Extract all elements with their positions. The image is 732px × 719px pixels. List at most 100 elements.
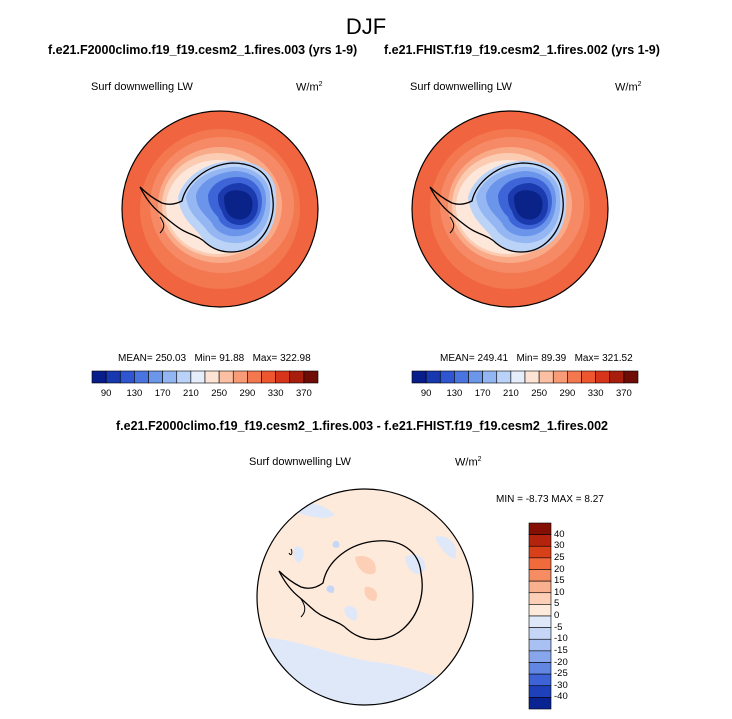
panel2-colorbar-swatch (609, 370, 625, 384)
diff-colorbar-tick-label: 25 (554, 551, 565, 563)
diff-colorbar-swatch (528, 638, 552, 652)
panel2-colorbar-tick-label: 370 (615, 388, 632, 399)
panel1-units: W/m2 (296, 81, 323, 94)
panel1-colorbar-swatch (204, 370, 220, 384)
panel1-colorbar-swatch (134, 370, 149, 384)
diff-colorbar-swatch (528, 615, 552, 628)
panel1-colorbar-swatch (247, 370, 262, 384)
diff-colorbar-swatch (528, 627, 552, 640)
panel2-colorbar-tick-label: 170 (474, 388, 491, 399)
diff-variable: Surf downwelling LW (249, 456, 351, 468)
panel1-colorbar (91, 370, 319, 384)
panel1-stats: MEAN= 250.03 Min= 91.88 Max= 322.98 (118, 353, 311, 364)
diff-colorbar-swatch (528, 604, 552, 617)
panel2-colorbar-swatch (623, 370, 639, 384)
panel2-colorbar-swatch (510, 370, 526, 384)
diff-colorbar-swatch (528, 662, 552, 675)
diff-colorbar-tick-label: 0 (554, 610, 560, 621)
panel2-colorbar-tick-label: 290 (559, 388, 576, 399)
panel1-colorbar-swatch (105, 370, 121, 384)
panel1-colorbar-tick-label: 90 (100, 388, 112, 399)
diff-colorbar-tick-label: 5 (554, 598, 560, 610)
panel2-colorbar-swatch (552, 370, 568, 384)
panel2-colorbar-tick-label: 210 (502, 388, 519, 399)
diff-colorbar-swatch (528, 569, 552, 582)
panel2-colorbar-swatch (482, 370, 498, 384)
panel1-title: f.e21.F2000climo.f19_f19.cesm2_1.fires.0… (48, 43, 358, 57)
diff-colorbar-tick-label: 30 (554, 540, 565, 552)
diff-colorbar-tick-label: -5 (554, 621, 563, 633)
diff-colorbar-tick-label: -15 (554, 644, 568, 656)
diff-colorbar-swatch (528, 650, 552, 663)
panel1-colorbar-swatch (148, 370, 163, 384)
diff-colorbar-tick-label: 40 (554, 528, 565, 540)
panel1-map (121, 110, 319, 308)
diff-colorbar (528, 522, 552, 710)
diff-colorbar-tick-label: -10 (554, 633, 568, 645)
season-title: DJF (345, 14, 387, 39)
panel2-colorbar-swatch (439, 370, 455, 384)
diff-colorbar-tick-label: -25 (554, 668, 568, 680)
panel1-colorbar-tick-label: 170 (154, 388, 171, 399)
panel2-variable: Surf downwelling LW (410, 81, 512, 93)
panel1-colorbar-tick-label: 130 (126, 388, 143, 399)
diff-colorbar-tick-label: -40 (554, 691, 568, 703)
diff-title: f.e21.F2000climo.f19_f19.cesm2_1.fires.0… (116, 419, 608, 433)
diff-colorbar-swatch (528, 685, 552, 698)
diff-colorbar-tick-label: 20 (554, 563, 565, 575)
panel2-stats: MEAN= 249.41 Min= 89.39 Max= 321.52 (440, 353, 633, 364)
diff-colorbar-tick-label: -20 (554, 656, 568, 668)
diff-colorbar-tick-label: 15 (554, 575, 565, 587)
panel2-colorbar-tick-label: 330 (587, 388, 604, 399)
diff-map (256, 488, 474, 706)
diff-colorbar-tick-label: 10 (554, 586, 565, 598)
panel2-units: W/m2 (615, 81, 642, 94)
panel2-title: f.e21.FHIST.f19_f19.cesm2_1.fires.002 (y… (384, 43, 660, 57)
panel1-colorbar-ticks: 90 130 170 210 250 290 330 370 (92, 388, 318, 402)
panel2-colorbar-swatch (468, 370, 483, 384)
panel1-colorbar-swatch (289, 370, 305, 384)
diff-units: W/m2 (455, 456, 482, 469)
panel2-colorbar-tick-label: 90 (420, 388, 432, 399)
diff-range: MIN = -8.73 MAX = 8.27 (496, 494, 604, 505)
panel1-colorbar-swatch (275, 370, 291, 384)
panel2-colorbar-tick-label: 250 (531, 388, 548, 399)
diff-colorbar-ticks: 40 30 25 20 15 10 5 0 -5 -10 -15 -20 -25 -30 -40 (554, 523, 594, 709)
panel1-colorbar-swatch (232, 370, 248, 384)
diff-colorbar-swatch (528, 545, 552, 559)
panel1-colorbar-swatch (162, 370, 178, 384)
panel1-colorbar-swatch (303, 370, 319, 384)
panel2-colorbar-swatch (411, 370, 427, 384)
panel1-colorbar-swatch (190, 370, 206, 384)
panel1-colorbar-swatch (176, 370, 192, 384)
panel1-colorbar-swatch (119, 370, 135, 384)
panel2-colorbar-swatch (595, 370, 611, 384)
panel1-colorbar-tick-label: 370 (295, 388, 312, 399)
panel2-colorbar-swatch (454, 370, 469, 384)
panel2-colorbar-swatch (425, 370, 441, 384)
panel2-colorbar-ticks: 90 130 170 210 250 290 330 370 (412, 388, 638, 402)
panel2-colorbar-swatch (496, 370, 512, 384)
panel1-colorbar-tick-label: 210 (182, 388, 199, 399)
panel2-colorbar-swatch (524, 370, 540, 384)
diff-colorbar-swatch (528, 697, 552, 710)
panel2-colorbar-swatch (567, 370, 582, 384)
panel1-colorbar-tick-label: 250 (211, 388, 228, 399)
diff-colorbar-swatch (528, 580, 552, 594)
panel2-colorbar-swatch (581, 370, 596, 384)
panel1-colorbar-tick-label: 330 (267, 388, 284, 399)
panel2-colorbar-swatch (538, 370, 554, 384)
panel1-colorbar-swatch (218, 370, 234, 384)
panel1-colorbar-swatch (261, 370, 276, 384)
diff-colorbar-tick-label: -30 (554, 679, 568, 691)
panel1-colorbar-tick-label: 290 (239, 388, 256, 399)
panel1-colorbar-swatch (91, 370, 107, 384)
diff-colorbar-swatch (528, 592, 552, 605)
diff-colorbar-swatch (528, 522, 552, 535)
panel1-variable: Surf downwelling LW (91, 81, 193, 93)
panel2-colorbar (411, 370, 639, 384)
diff-colorbar-swatch (528, 557, 552, 570)
panel2-colorbar-tick-label: 130 (446, 388, 463, 399)
diff-colorbar-swatch (528, 534, 552, 547)
diff-colorbar-swatch (528, 673, 552, 687)
